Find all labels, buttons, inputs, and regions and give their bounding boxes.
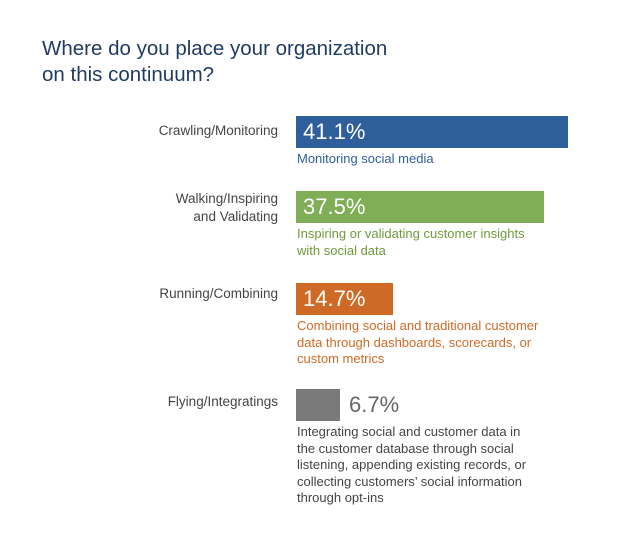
category-label: Crawling/Monitoring	[158, 123, 278, 138]
bar-description: Combining social and traditional custome…	[297, 318, 539, 366]
category-label: Running/Combining	[159, 286, 278, 301]
value-label: 14.7%	[303, 286, 366, 311]
value-label: 6.7%	[349, 392, 400, 417]
bar-description: Monitoring social media	[297, 151, 434, 166]
value-label: 37.5%	[303, 194, 366, 219]
category-label: Walking/Inspiring and Validating	[175, 191, 278, 224]
chart-title: Where do you place your organization on …	[42, 37, 388, 86]
bar	[296, 191, 544, 223]
bar	[296, 389, 340, 421]
bar-description: Inspiring or validating customer insight…	[297, 226, 525, 258]
bar	[296, 116, 568, 148]
category-label: Flying/Integratings	[167, 394, 278, 409]
bar-description: Integrating social and customer data in …	[297, 424, 527, 505]
bar	[296, 283, 393, 315]
value-label: 41.1%	[303, 119, 366, 144]
